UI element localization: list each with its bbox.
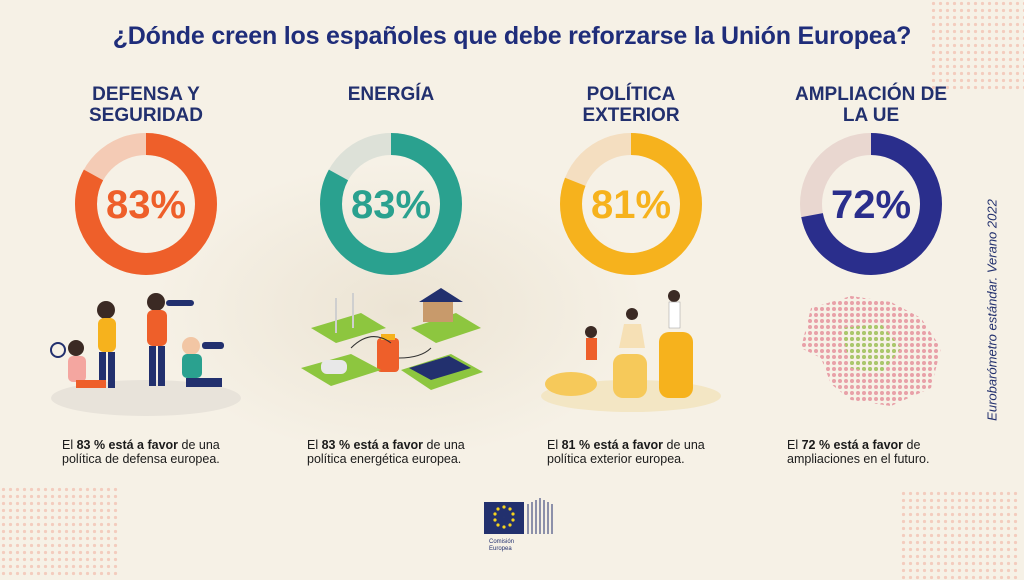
panel-caption: El 72 % está a favor de ampliaciones en … <box>787 438 977 466</box>
people-binoculars-icon <box>46 288 246 418</box>
donut-chart: 81% <box>559 132 703 276</box>
panel-heading: DEFENSA Y SEGURIDAD <box>26 84 266 126</box>
donut-value-label: 83% <box>351 183 431 227</box>
panel-ampliacion: AMPLIACIÓN DE LA UE 72% El 72 % está a f… <box>751 0 991 576</box>
donut-chart: 83% <box>74 132 218 276</box>
panel-caption: El 83 % está a favor de una política de … <box>62 438 252 466</box>
panel-heading: POLÍTICA EXTERIOR <box>511 84 751 126</box>
donut-value-label: 81% <box>591 183 671 227</box>
panel-caption: El 83 % está a favor de una política ene… <box>307 438 497 466</box>
renewable-energy-icon <box>291 288 491 418</box>
europe-map-icon <box>771 288 971 418</box>
panel-politica-exterior: POLÍTICA EXTERIOR 81% El 81 % está a fav… <box>511 0 751 576</box>
ec-building-icon <box>462 496 562 540</box>
panel-caption: El 81 % está a favor de una política ext… <box>547 438 737 466</box>
panel-defensa: DEFENSA Y SEGURIDAD 83% El 83 % está a f… <box>26 0 266 576</box>
source-note: Eurobarómetro estándar. Verano 2022 <box>985 199 1000 421</box>
panel-heading: ENERGÍA <box>271 84 511 105</box>
people-steps-icon <box>531 288 731 418</box>
panel-energia: ENERGÍA 83% El 83 % está a favor de una … <box>271 0 511 576</box>
donut-value-label: 83% <box>106 183 186 227</box>
donut-chart: 72% <box>799 132 943 276</box>
donut-value-label: 72% <box>831 183 911 227</box>
panel-heading: AMPLIACIÓN DE LA UE <box>751 84 991 126</box>
donut-chart: 83% <box>319 132 463 276</box>
